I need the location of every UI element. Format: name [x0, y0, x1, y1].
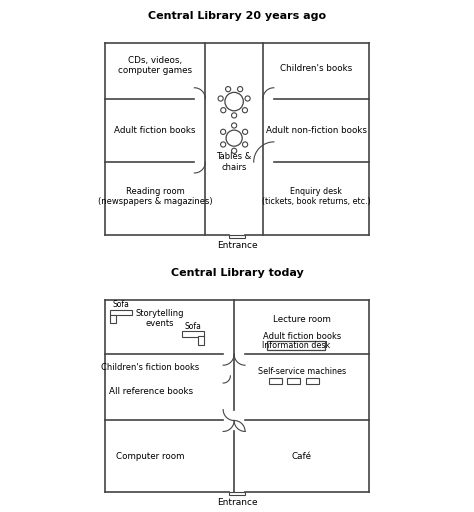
Text: Lecture room: Lecture room: [273, 315, 331, 324]
Bar: [269, 378, 282, 385]
Text: Storytelling
events: Storytelling events: [135, 309, 183, 328]
Text: All reference books: All reference books: [109, 387, 192, 396]
Text: Children's books: Children's books: [280, 64, 352, 73]
Text: Information desk: Information desk: [262, 341, 330, 350]
Text: Enquiry desk
(tickets, book returns, etc.): Enquiry desk (tickets, book returns, etc…: [262, 187, 371, 206]
Bar: [287, 378, 301, 385]
Text: Adult non-fiction books: Adult non-fiction books: [266, 126, 367, 135]
Bar: [110, 315, 116, 324]
Bar: [267, 340, 325, 350]
Bar: [198, 336, 204, 345]
Text: Sofa: Sofa: [184, 322, 201, 331]
Text: Adult fiction books: Adult fiction books: [263, 332, 341, 342]
Text: Self-service machines: Self-service machines: [258, 367, 346, 376]
Text: Café: Café: [292, 452, 312, 461]
Text: Central Library today: Central Library today: [171, 268, 303, 278]
Text: Entrance: Entrance: [217, 498, 257, 507]
Bar: [229, 236, 245, 238]
Text: Adult fiction books: Adult fiction books: [114, 126, 196, 135]
Bar: [229, 493, 245, 495]
Text: Central Library 20 years ago: Central Library 20 years ago: [148, 11, 326, 21]
Bar: [306, 378, 319, 385]
Text: Sofa: Sofa: [113, 300, 129, 309]
Text: Computer room: Computer room: [116, 452, 185, 461]
Bar: [110, 310, 132, 315]
Text: CDs, videos,
computer games: CDs, videos, computer games: [118, 56, 192, 75]
Bar: [182, 331, 204, 337]
Text: Entrance: Entrance: [217, 241, 257, 250]
Text: Children's fiction books: Children's fiction books: [101, 362, 200, 372]
Text: Reading room
(newspapers & magazines): Reading room (newspapers & magazines): [98, 187, 212, 206]
Text: Tables &
chairs: Tables & chairs: [217, 153, 252, 172]
